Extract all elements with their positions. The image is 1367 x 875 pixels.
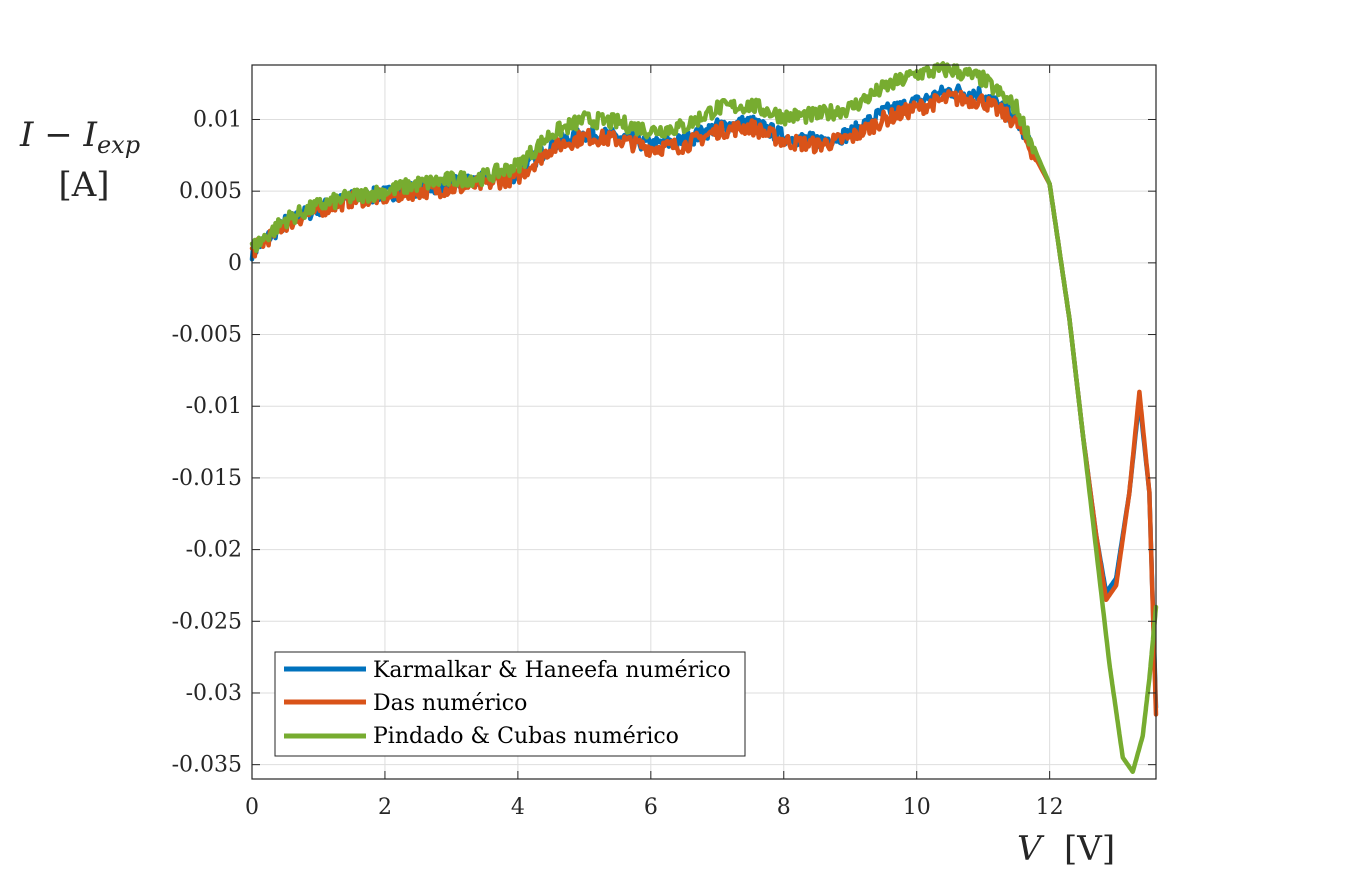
ticks bbox=[251, 65, 1156, 779]
series-layer bbox=[249, 61, 1159, 775]
tick-labels: 0 2 4 6 8 10 12 0.01 0.005 0 -0.005 -0.01 -0.015 -0.0… bbox=[172, 107, 1064, 820]
plot-frame bbox=[251, 64, 1157, 780]
x-tick-label: 10 bbox=[903, 795, 931, 820]
x-tick-label: 6 bbox=[644, 795, 658, 820]
y-tick-label: 0 bbox=[228, 251, 242, 276]
y-tick-label: 0.01 bbox=[193, 107, 242, 132]
y-tick-label: -0.01 bbox=[186, 394, 242, 419]
x-tick-label: 4 bbox=[511, 795, 525, 820]
y-axis-unit: [A] bbox=[58, 165, 109, 205]
y-tick-label: -0.025 bbox=[172, 609, 242, 634]
y-axis-label-main: I − I bbox=[19, 115, 98, 155]
y-tick-label: -0.035 bbox=[172, 753, 242, 778]
x-tick-label: 12 bbox=[1036, 795, 1064, 820]
y-axis-label: I − Iexp bbox=[19, 115, 140, 159]
legend-entry-das: Das numérico bbox=[373, 691, 527, 716]
x-tick-label: 2 bbox=[378, 795, 392, 820]
y-tick-label: -0.015 bbox=[172, 466, 242, 491]
legend-entry-karmalkar: Karmalkar & Haneefa numérico bbox=[373, 658, 731, 683]
y-axis-label-sub: exp bbox=[97, 131, 140, 159]
x-axis-label: V bbox=[1017, 829, 1045, 869]
y-tick-label: -0.03 bbox=[186, 681, 242, 706]
legend-entry-pindado: Pindado & Cubas numérico bbox=[373, 724, 679, 749]
y-tick-label: -0.02 bbox=[186, 538, 242, 563]
x-tick-label: 8 bbox=[777, 795, 791, 820]
x-axis-unit: [V] bbox=[1064, 829, 1115, 869]
x-tick-label: 0 bbox=[245, 795, 259, 820]
y-tick-label: 0.005 bbox=[179, 179, 242, 204]
series-pindado bbox=[249, 61, 1159, 775]
y-tick-label: -0.005 bbox=[172, 323, 242, 348]
legend: Karmalkar & Haneefa numérico Das numéric… bbox=[274, 651, 746, 757]
